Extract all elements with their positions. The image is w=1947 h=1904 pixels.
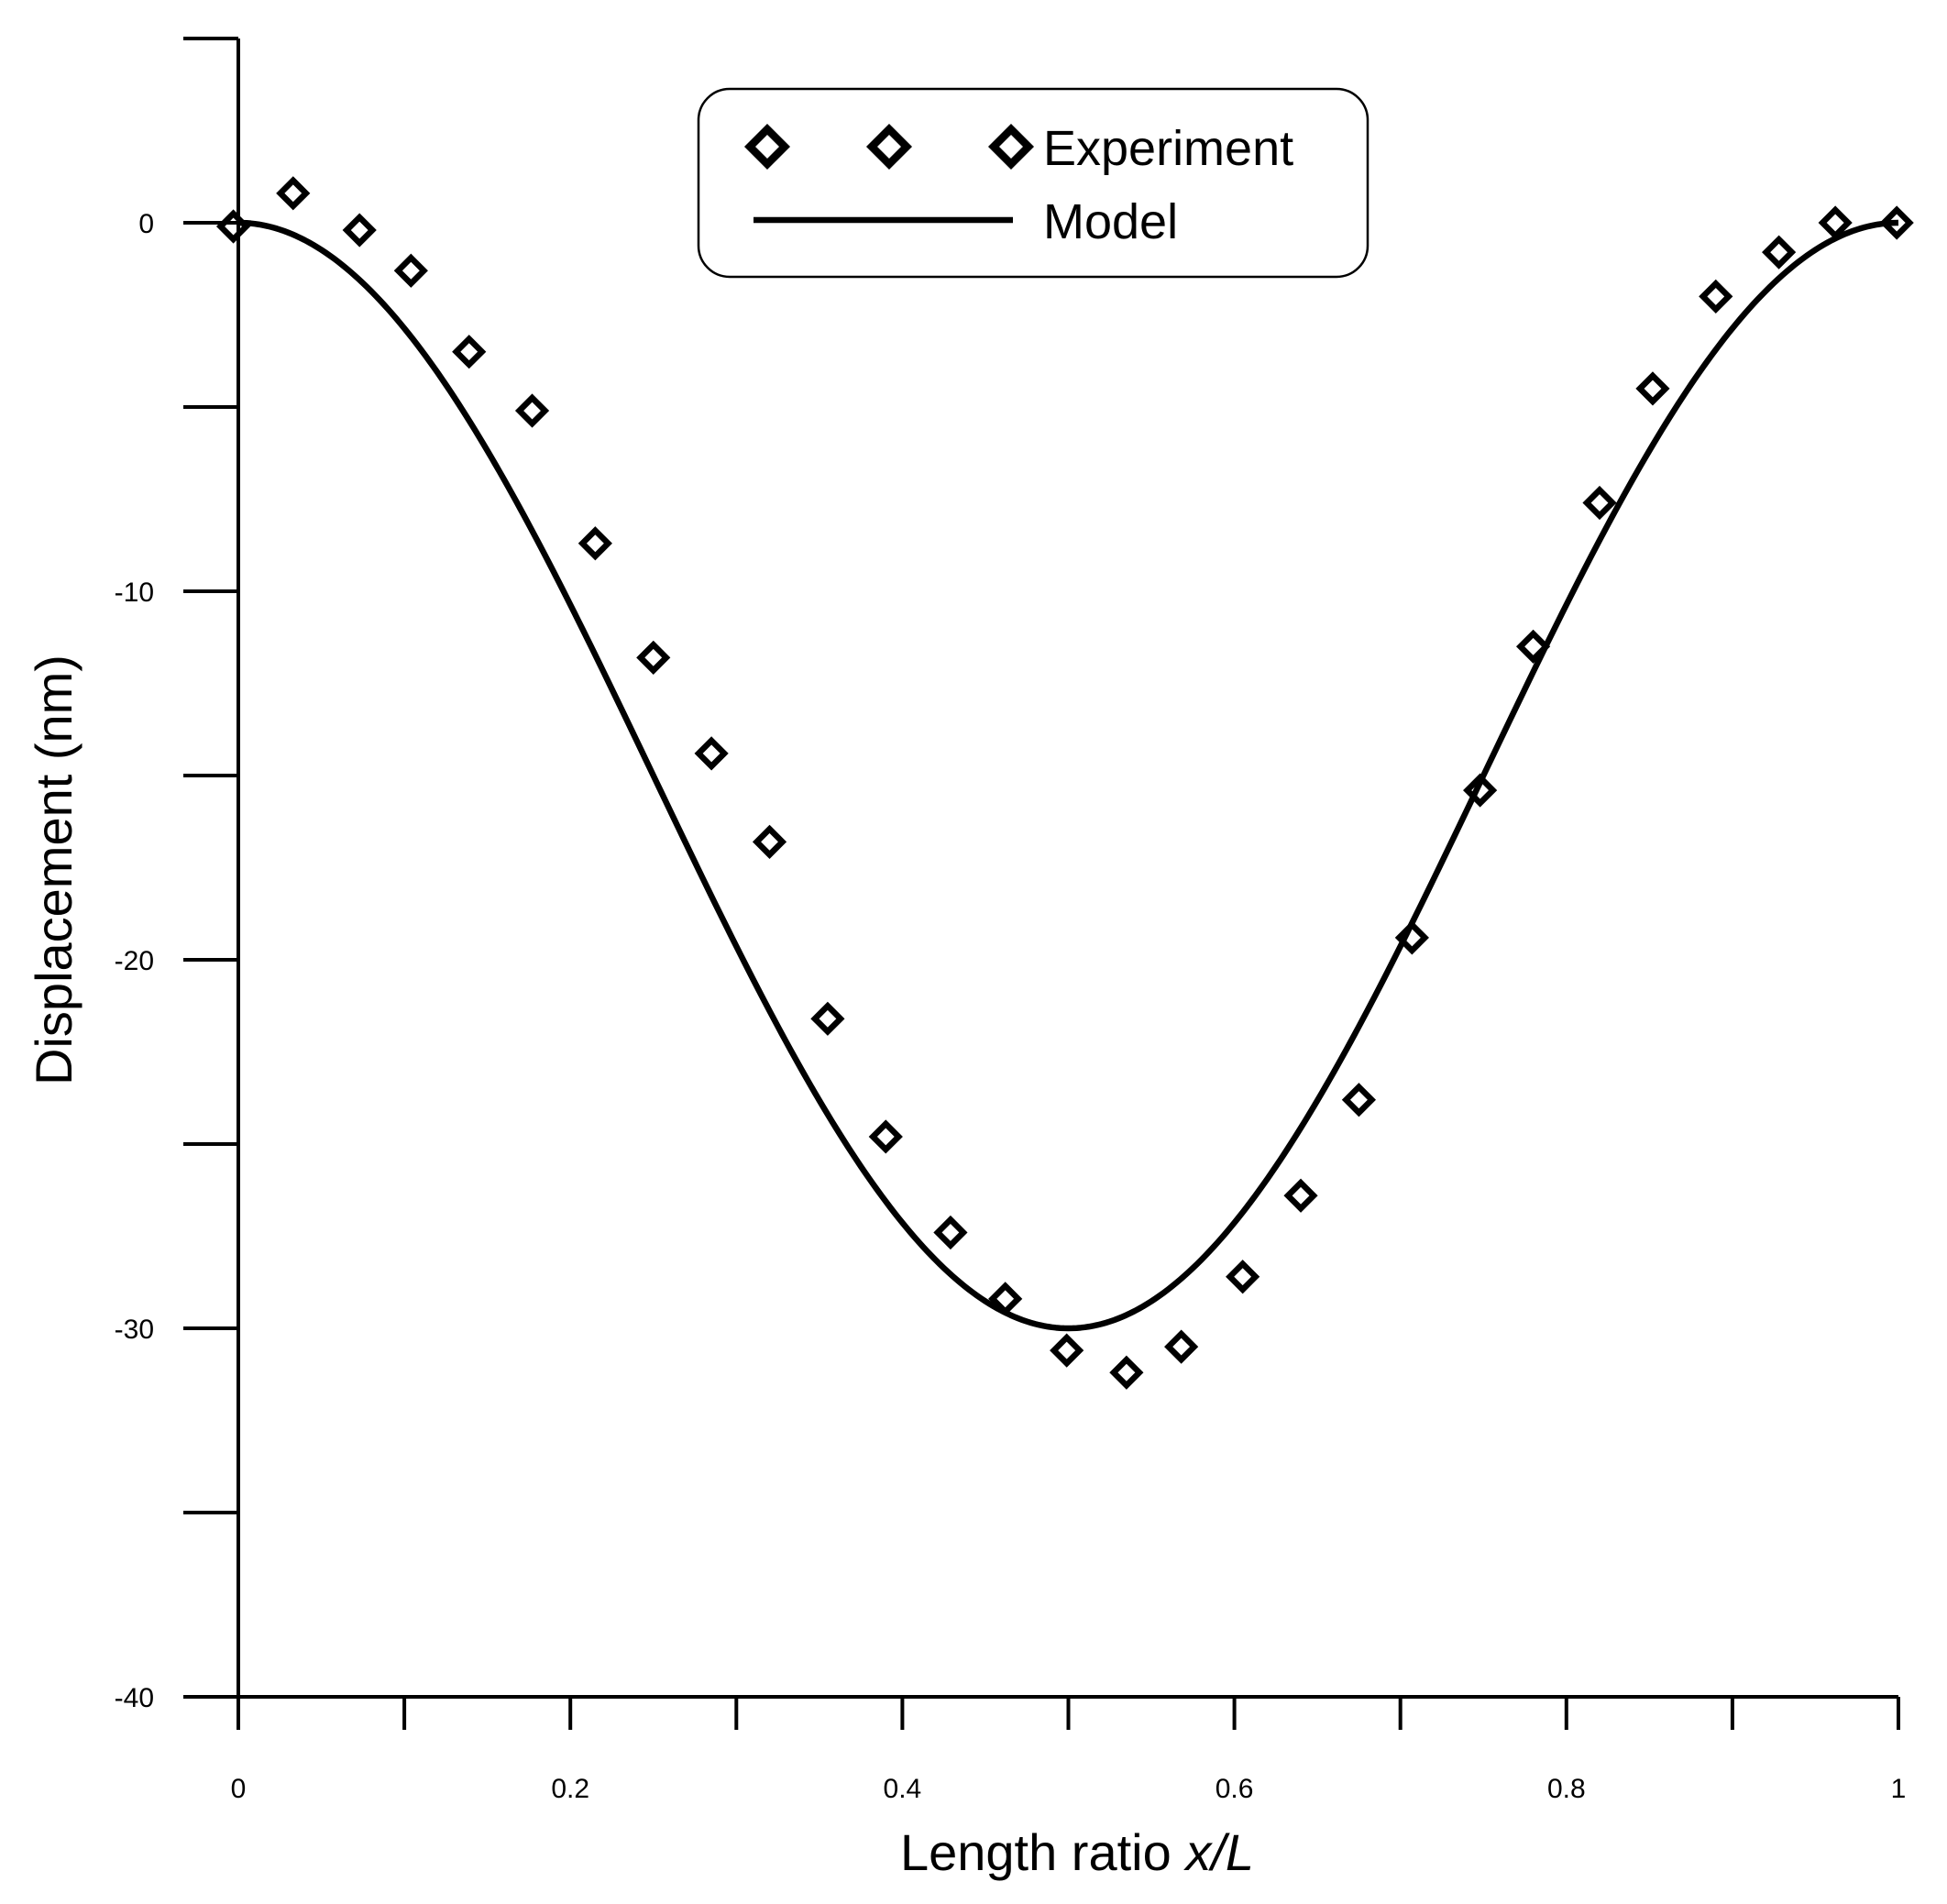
x-tick-label: 0.6 <box>1216 1774 1254 1804</box>
experiment-points <box>215 176 1914 1390</box>
experiment-point <box>1879 205 1914 240</box>
experiment-point <box>1699 279 1733 314</box>
legend-experiment-markers <box>743 123 1035 171</box>
legend: Experiment Model <box>697 87 1370 279</box>
legend-box <box>697 87 1370 279</box>
experiment-point <box>752 824 787 859</box>
x-axis-title-main: Length ratio <box>900 1823 1185 1881</box>
model-line <box>237 219 1899 1332</box>
experiment-point <box>393 253 428 288</box>
experiment-point <box>452 335 487 369</box>
legend-label-model: Model <box>1043 194 1178 249</box>
experiment-point <box>342 213 377 248</box>
x-tick-label: 0 <box>231 1774 247 1804</box>
experiment-point <box>1515 629 1551 664</box>
x-tick-label: 1 <box>1891 1774 1907 1804</box>
experiment-point <box>636 640 671 675</box>
x-tick-label: 0.8 <box>1547 1774 1586 1804</box>
experiment-point <box>1394 920 1429 955</box>
y-tick-label: -10 <box>115 578 154 608</box>
experiment-point <box>810 1001 845 1036</box>
experiment-point <box>1109 1355 1144 1390</box>
y-tick-label: -30 <box>115 1315 154 1345</box>
experiment-point <box>1635 371 1670 406</box>
experiment-point <box>514 393 550 428</box>
x-axis-title: Length ratio x/L <box>900 1823 1254 1881</box>
y-axis-title: Displacement (nm) <box>25 655 82 1085</box>
y-ticks: 0 -10 -20 -30 -40 <box>115 37 238 1713</box>
experiment-point <box>1762 235 1797 270</box>
experiment-point <box>694 736 729 771</box>
experiment-point <box>215 209 251 244</box>
x-ticks: 0 0.2 0.4 0.6 0.8 1 <box>231 1697 1907 1804</box>
y-tick-label: -40 <box>115 1683 154 1713</box>
x-tick-label: 0.4 <box>884 1774 922 1804</box>
x-axis-title-variable: x/L <box>1182 1823 1254 1881</box>
legend-diamond-icon <box>743 123 791 171</box>
experiment-point <box>868 1119 903 1154</box>
experiment-point <box>1341 1083 1377 1117</box>
experiment-point <box>1582 485 1617 521</box>
y-tick-label: 0 <box>138 209 154 239</box>
legend-label-experiment: Experiment <box>1043 121 1293 176</box>
axes <box>183 39 1898 1699</box>
experiment-point <box>578 526 612 561</box>
experiment-point <box>1818 205 1853 240</box>
y-tick-label: -20 <box>115 946 154 976</box>
legend-diamond-icon <box>865 123 913 171</box>
experiment-point <box>988 1282 1023 1316</box>
x-tick-label: 0.2 <box>551 1774 589 1804</box>
experiment-point <box>276 176 311 211</box>
experiment-point <box>1463 773 1498 808</box>
legend-diamond-icon <box>987 123 1035 171</box>
experiment-point <box>1164 1329 1199 1364</box>
experiment-point <box>1283 1178 1318 1213</box>
experiment-point <box>933 1215 968 1250</box>
experiment-point <box>1226 1260 1260 1294</box>
experiment-point <box>1050 1333 1084 1368</box>
